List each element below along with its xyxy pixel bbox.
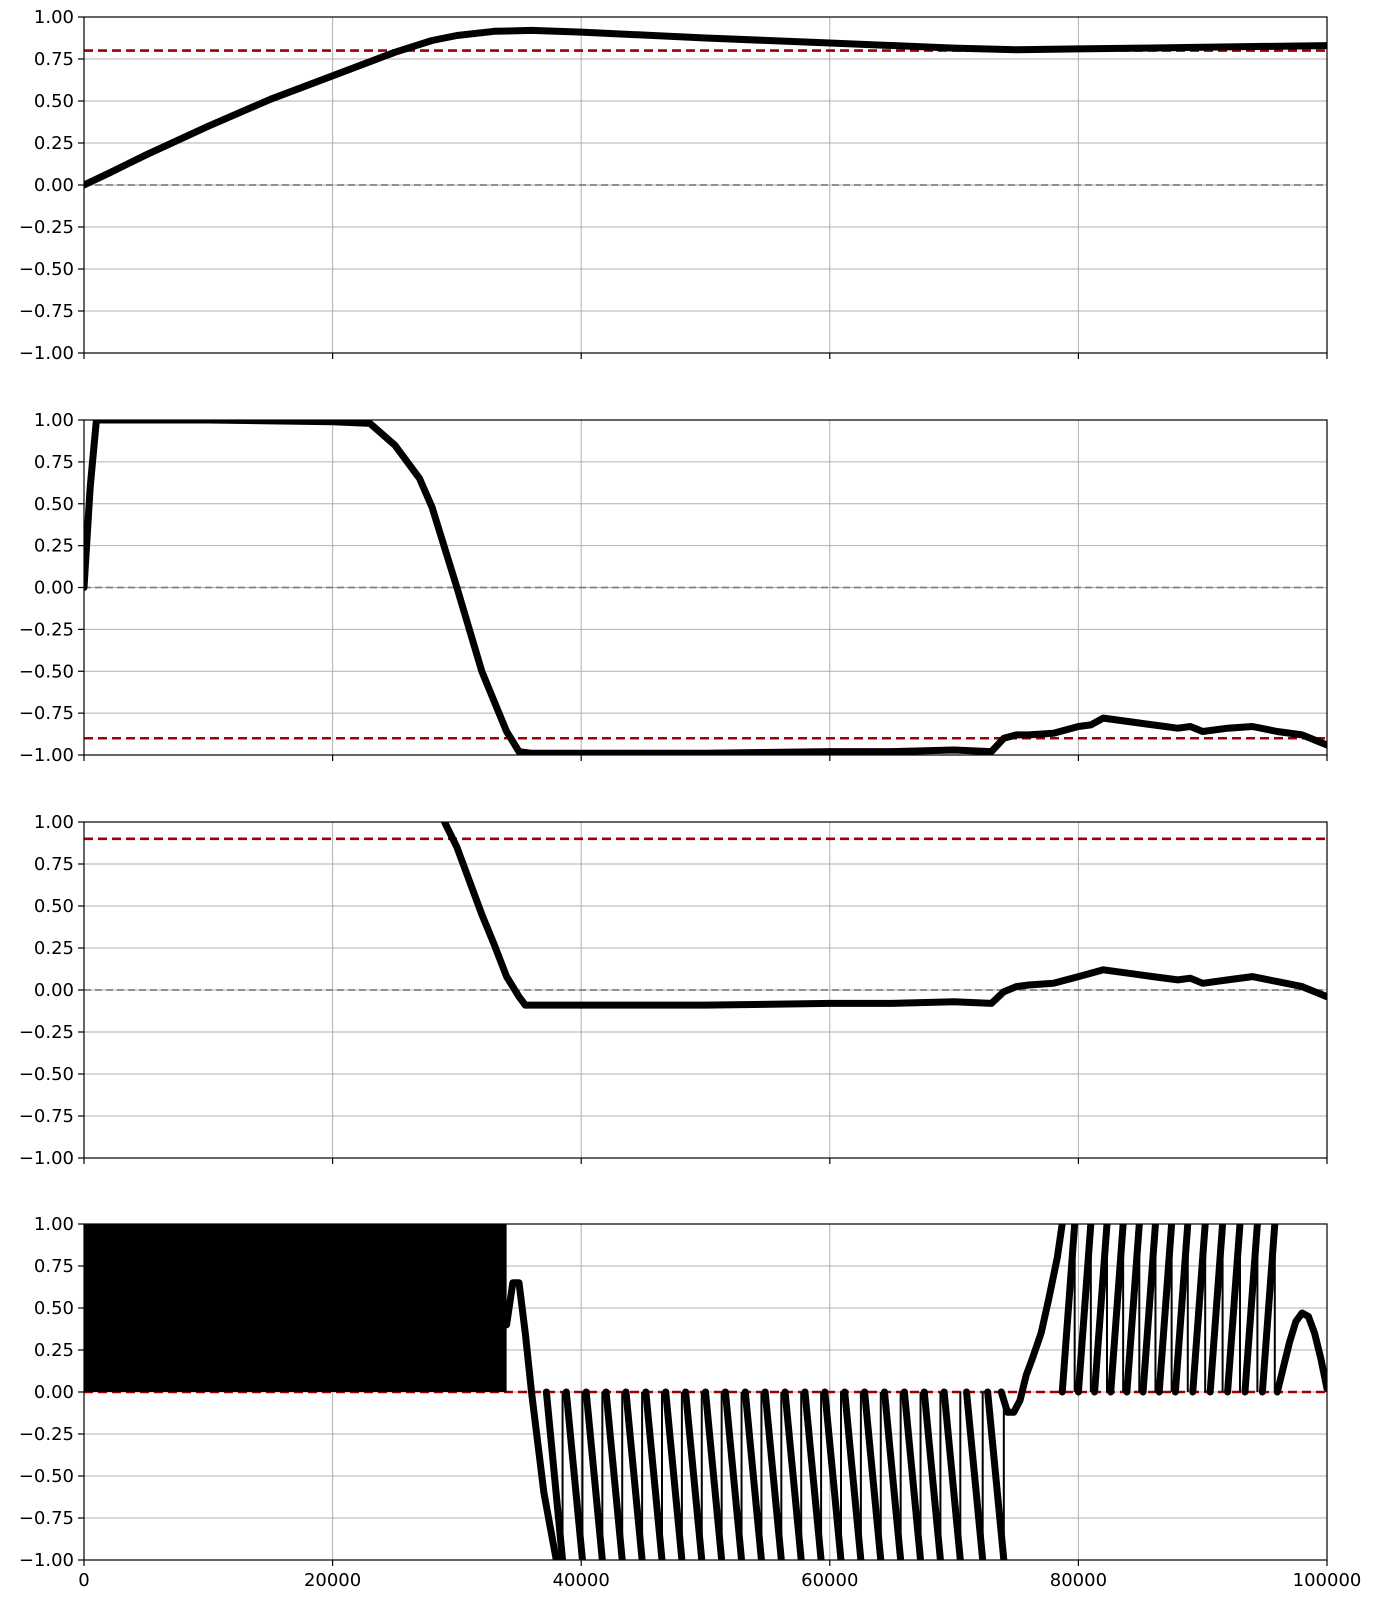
- y-tick-label: −0.25: [19, 1022, 74, 1043]
- y-tick-label: 0.75: [34, 452, 74, 473]
- x-tick-label: 60000: [801, 1570, 858, 1591]
- y-tick-label: 0.25: [34, 536, 74, 557]
- series-line: [503, 1279, 560, 1560]
- y-tick-label: −1.00: [19, 343, 74, 364]
- y-tick-label: −1.00: [19, 745, 74, 766]
- subplot-1: −1.00 −0.75 −0.50 −0.25 0.00 0.25 0.50 0.75 1.00: [19, 7, 1328, 364]
- y-tick-label: −0.25: [19, 217, 74, 238]
- series-group: [84, 420, 1327, 755]
- sawtooth-segment: [940, 1388, 964, 1560]
- y-tick-label: −1.00: [19, 1148, 74, 1169]
- y-tick-label: 1.00: [34, 7, 74, 28]
- subplot-3: −1.00 −0.75 −0.50 −0.25 0.00 0.25 0.50 0.75 1.00: [19, 812, 1328, 1169]
- sawtooth-segment: [1074, 1224, 1095, 1396]
- series-group: [441, 822, 1327, 1009]
- y-tick-label: 1.00: [34, 812, 74, 833]
- sawtooth-segment: [963, 1388, 987, 1560]
- sawtooth-segment: [662, 1388, 686, 1560]
- sawtooth-segment: [821, 1388, 845, 1560]
- y-tick-label: −0.25: [19, 619, 74, 640]
- sawtooth-segment: [1171, 1224, 1192, 1396]
- y-tick-label: −0.75: [19, 1106, 74, 1127]
- sawtooth-segment: [1123, 1224, 1143, 1396]
- sawtooth-segment: [702, 1388, 726, 1560]
- sawtooth-segment: [861, 1388, 885, 1560]
- y-tick-label: 0.50: [34, 91, 74, 112]
- subplot-2: −1.00 −0.75 −0.50 −0.25 0.00 0.25 0.50 0.75 1.00: [19, 410, 1328, 766]
- sawtooth-segment: [721, 1388, 746, 1560]
- sawtooth-segment: [781, 1388, 805, 1560]
- y-tick-label: 0.00: [34, 175, 74, 196]
- y-tick-label: −0.50: [19, 1466, 74, 1487]
- y-tick-label: −0.50: [19, 1064, 74, 1085]
- y-tick-label: 0.75: [34, 854, 74, 875]
- series-line: [997, 1224, 1066, 1416]
- x-tick-label: 100000: [1293, 1570, 1362, 1591]
- y-tick-label: −1.00: [19, 1550, 74, 1571]
- sawtooth-segment: [582, 1388, 606, 1560]
- y-tick-label: 0.00: [34, 578, 74, 599]
- sawtooth-segment: [1155, 1224, 1176, 1396]
- y-tick-label: 0.25: [34, 1340, 74, 1361]
- y-tick-label: −0.75: [19, 301, 74, 322]
- sawtooth-segment: [622, 1388, 646, 1560]
- sawtooth-segment: [761, 1388, 785, 1560]
- sawtooth-segment: [1139, 1224, 1159, 1396]
- y-tick-label: 0.75: [34, 49, 74, 70]
- y-tick-label: 0.50: [34, 494, 74, 515]
- x-tick-label: 80000: [1050, 1570, 1107, 1591]
- x-tick-label: 20000: [304, 1570, 361, 1591]
- dense-oscillation-block: [84, 1224, 507, 1392]
- y-tick-label: 0.50: [34, 896, 74, 917]
- y-tick-label: 1.00: [34, 1214, 74, 1235]
- series-line: [1273, 1309, 1327, 1396]
- y-tick-label: 0.25: [34, 938, 74, 959]
- y-tick-label: 0.25: [34, 133, 74, 154]
- sawtooth-segment: [1091, 1224, 1111, 1396]
- sawtooth-segment: [900, 1388, 925, 1560]
- sawtooth-segment: [682, 1388, 706, 1560]
- y-tick-label: 0.00: [34, 980, 74, 1001]
- sawtooth-segment: [801, 1388, 825, 1560]
- series-line: [441, 822, 1327, 1009]
- sawtooth-segment: [1058, 1224, 1079, 1396]
- x-tick-label: 40000: [553, 1570, 610, 1591]
- series-group: [84, 26, 1327, 189]
- series-line: [84, 26, 1327, 189]
- y-tick-label: −0.75: [19, 703, 74, 724]
- sawtooth-segment: [562, 1388, 586, 1560]
- sawtooth-segment: [984, 1388, 1008, 1560]
- sawtooth-segment: [1107, 1224, 1127, 1396]
- y-tick-label: −0.25: [19, 1424, 74, 1445]
- y-tick-label: 0.50: [34, 1298, 74, 1319]
- sawtooth-segment: [1189, 1224, 1209, 1396]
- y-tick-label: −0.75: [19, 1508, 74, 1529]
- y-tick-label: 0.75: [34, 1256, 74, 1277]
- sawtooth-segment: [602, 1388, 626, 1560]
- sawtooth-segment: [741, 1388, 765, 1560]
- sawtooth-segment: [642, 1388, 666, 1560]
- subplot-4: −1.00 −0.75 −0.50 −0.25 0.00 0.25 0.50 0.75 1.00…: [19, 1214, 1362, 1591]
- y-tick-label: 1.00: [34, 410, 74, 431]
- sawtooth-segment: [1206, 1224, 1227, 1396]
- series-line: [84, 420, 1327, 755]
- sawtooth-segment: [841, 1388, 865, 1560]
- y-tick-label: −0.50: [19, 661, 74, 682]
- sawtooth-segment: [1241, 1224, 1261, 1396]
- series-group: [84, 1224, 1327, 1560]
- sawtooth-segment: [880, 1388, 905, 1560]
- sawtooth-segment: [1258, 1224, 1279, 1396]
- y-tick-label: 0.00: [34, 1382, 74, 1403]
- x-tick-label: 0: [78, 1570, 89, 1591]
- sawtooth-segment: [920, 1388, 944, 1560]
- sawtooth-segment: [1224, 1224, 1244, 1396]
- sawtooth-segment: [542, 1388, 567, 1560]
- y-tick-label: −0.50: [19, 259, 74, 280]
